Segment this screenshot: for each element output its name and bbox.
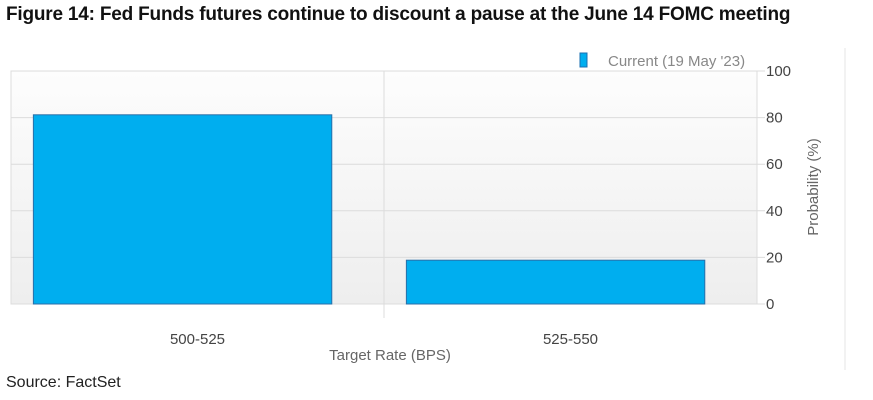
x-tick-label: 500-525 [170, 331, 225, 348]
y-tick-label: 100 [766, 63, 791, 80]
legend[interactable]: Current (19 May '23) [579, 52, 745, 70]
x-tick-label: 525-550 [543, 331, 598, 348]
figure-title: Figure 14: Fed Funds futures continue to… [6, 4, 791, 25]
bar-500-525 [32, 114, 333, 305]
y-axis-title: Probability (%) [805, 138, 822, 236]
legend-swatch [579, 52, 588, 68]
bar-525-550 [405, 259, 706, 305]
source-note: Source: FactSet [6, 374, 121, 391]
y-tick-label: 0 [766, 296, 774, 313]
y-tick-label: 40 [766, 203, 783, 220]
legend-label: Current (19 May '23) [608, 53, 745, 70]
x-axis-title: Target Rate (BPS) [329, 347, 451, 364]
y-tick-label: 60 [766, 156, 783, 173]
y-tick-label: 80 [766, 110, 783, 127]
y-tick-label: 20 [766, 249, 783, 266]
